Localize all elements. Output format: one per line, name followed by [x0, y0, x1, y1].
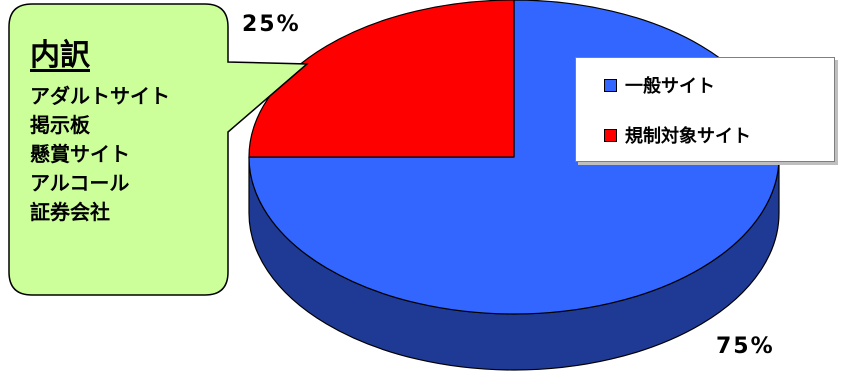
callout-item: 懸賞サイト [30, 142, 130, 166]
legend-item-general: 一般サイト [604, 72, 715, 98]
callout-item: アダルトサイト [30, 84, 170, 108]
callout-item: 証券会社 [30, 200, 110, 224]
legend-swatch-regulated [604, 128, 617, 142]
legend-label-general: 一般サイト [625, 76, 715, 97]
slice-label-regulated: 25% [242, 12, 301, 37]
legend-swatch-general [604, 78, 617, 92]
callout-title: 内訳 [30, 38, 90, 73]
callout-item: 掲示板 [30, 113, 90, 137]
pie-slice-regulated [248, 0, 515, 158]
slice-label-general: 75% [716, 334, 775, 359]
legend: 一般サイト 規制対象サイト [575, 57, 835, 162]
legend-item-regulated: 規制対象サイト [604, 122, 751, 148]
legend-label-regulated: 規制対象サイト [625, 126, 751, 147]
callout-content: 内訳 アダルトサイト 掲示板 懸賞サイト アルコール 証券会社 [30, 36, 170, 227]
callout-item: アルコール [30, 171, 130, 195]
callout-box [8, 3, 309, 296]
